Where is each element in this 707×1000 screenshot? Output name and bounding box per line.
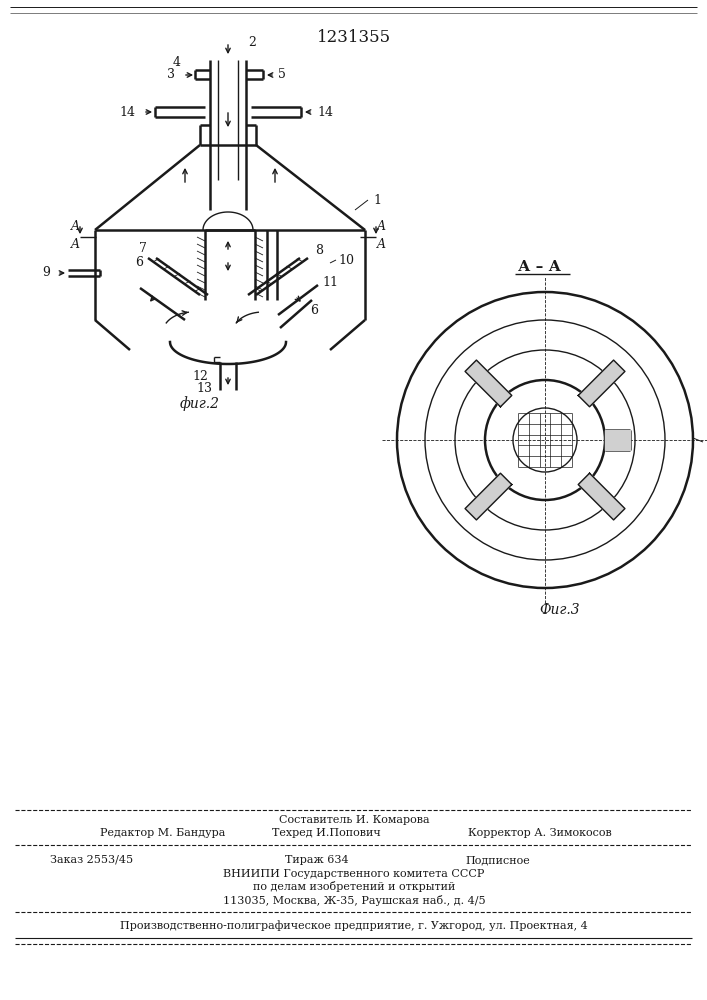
Text: 5: 5 [278,68,286,82]
Text: A: A [377,238,385,251]
Text: по делам изобретений и открытий: по делам изобретений и открытий [253,882,455,892]
Text: 10: 10 [705,438,707,452]
Text: 9: 9 [42,266,50,279]
Text: Корректор А. Зимокосов: Корректор А. Зимокосов [468,828,612,838]
Text: фиг.2: фиг.2 [180,397,220,411]
Text: 14: 14 [317,105,333,118]
Text: 1231355: 1231355 [317,28,391,45]
Text: Тираж 634: Тираж 634 [285,855,349,865]
Polygon shape [465,473,512,520]
Text: Техред И.Попович: Техред И.Попович [272,828,381,838]
Polygon shape [605,430,630,450]
Text: Фиг.3: Фиг.3 [539,603,580,617]
Text: 13: 13 [196,382,212,395]
Text: 113035, Москва, Ж-35, Раушская наб., д. 4/5: 113035, Москва, Ж-35, Раушская наб., д. … [223,894,485,906]
Text: Составитель И. Комарова: Составитель И. Комарова [279,815,429,825]
Text: 3: 3 [167,68,175,82]
Text: 6: 6 [135,255,143,268]
Text: 10: 10 [338,253,354,266]
Text: Подписное: Подписное [465,855,530,865]
Text: 8: 8 [315,243,323,256]
Text: Редактор М. Бандура: Редактор М. Бандура [100,828,226,838]
Text: A: A [71,221,79,233]
Text: Заказ 2553/45: Заказ 2553/45 [50,855,133,865]
Text: 7: 7 [139,241,147,254]
Text: 11: 11 [322,276,338,290]
Polygon shape [578,473,625,520]
Polygon shape [578,360,625,407]
Text: 12: 12 [192,369,208,382]
Text: 1: 1 [373,194,381,207]
Text: ВНИИПИ Государственного комитета СССР: ВНИИПИ Государственного комитета СССР [223,869,485,879]
Text: 14: 14 [119,105,135,118]
Text: A: A [71,238,79,251]
Text: 6: 6 [310,304,318,318]
Text: Производственно-полиграфическое предприятие, г. Ужгород, ул. Проектная, 4: Производственно-полиграфическое предприя… [120,921,588,931]
Text: A: A [377,221,385,233]
Text: 4: 4 [173,56,181,70]
Text: 2: 2 [248,36,256,49]
Text: А – А: А – А [518,260,561,274]
Polygon shape [465,360,512,407]
